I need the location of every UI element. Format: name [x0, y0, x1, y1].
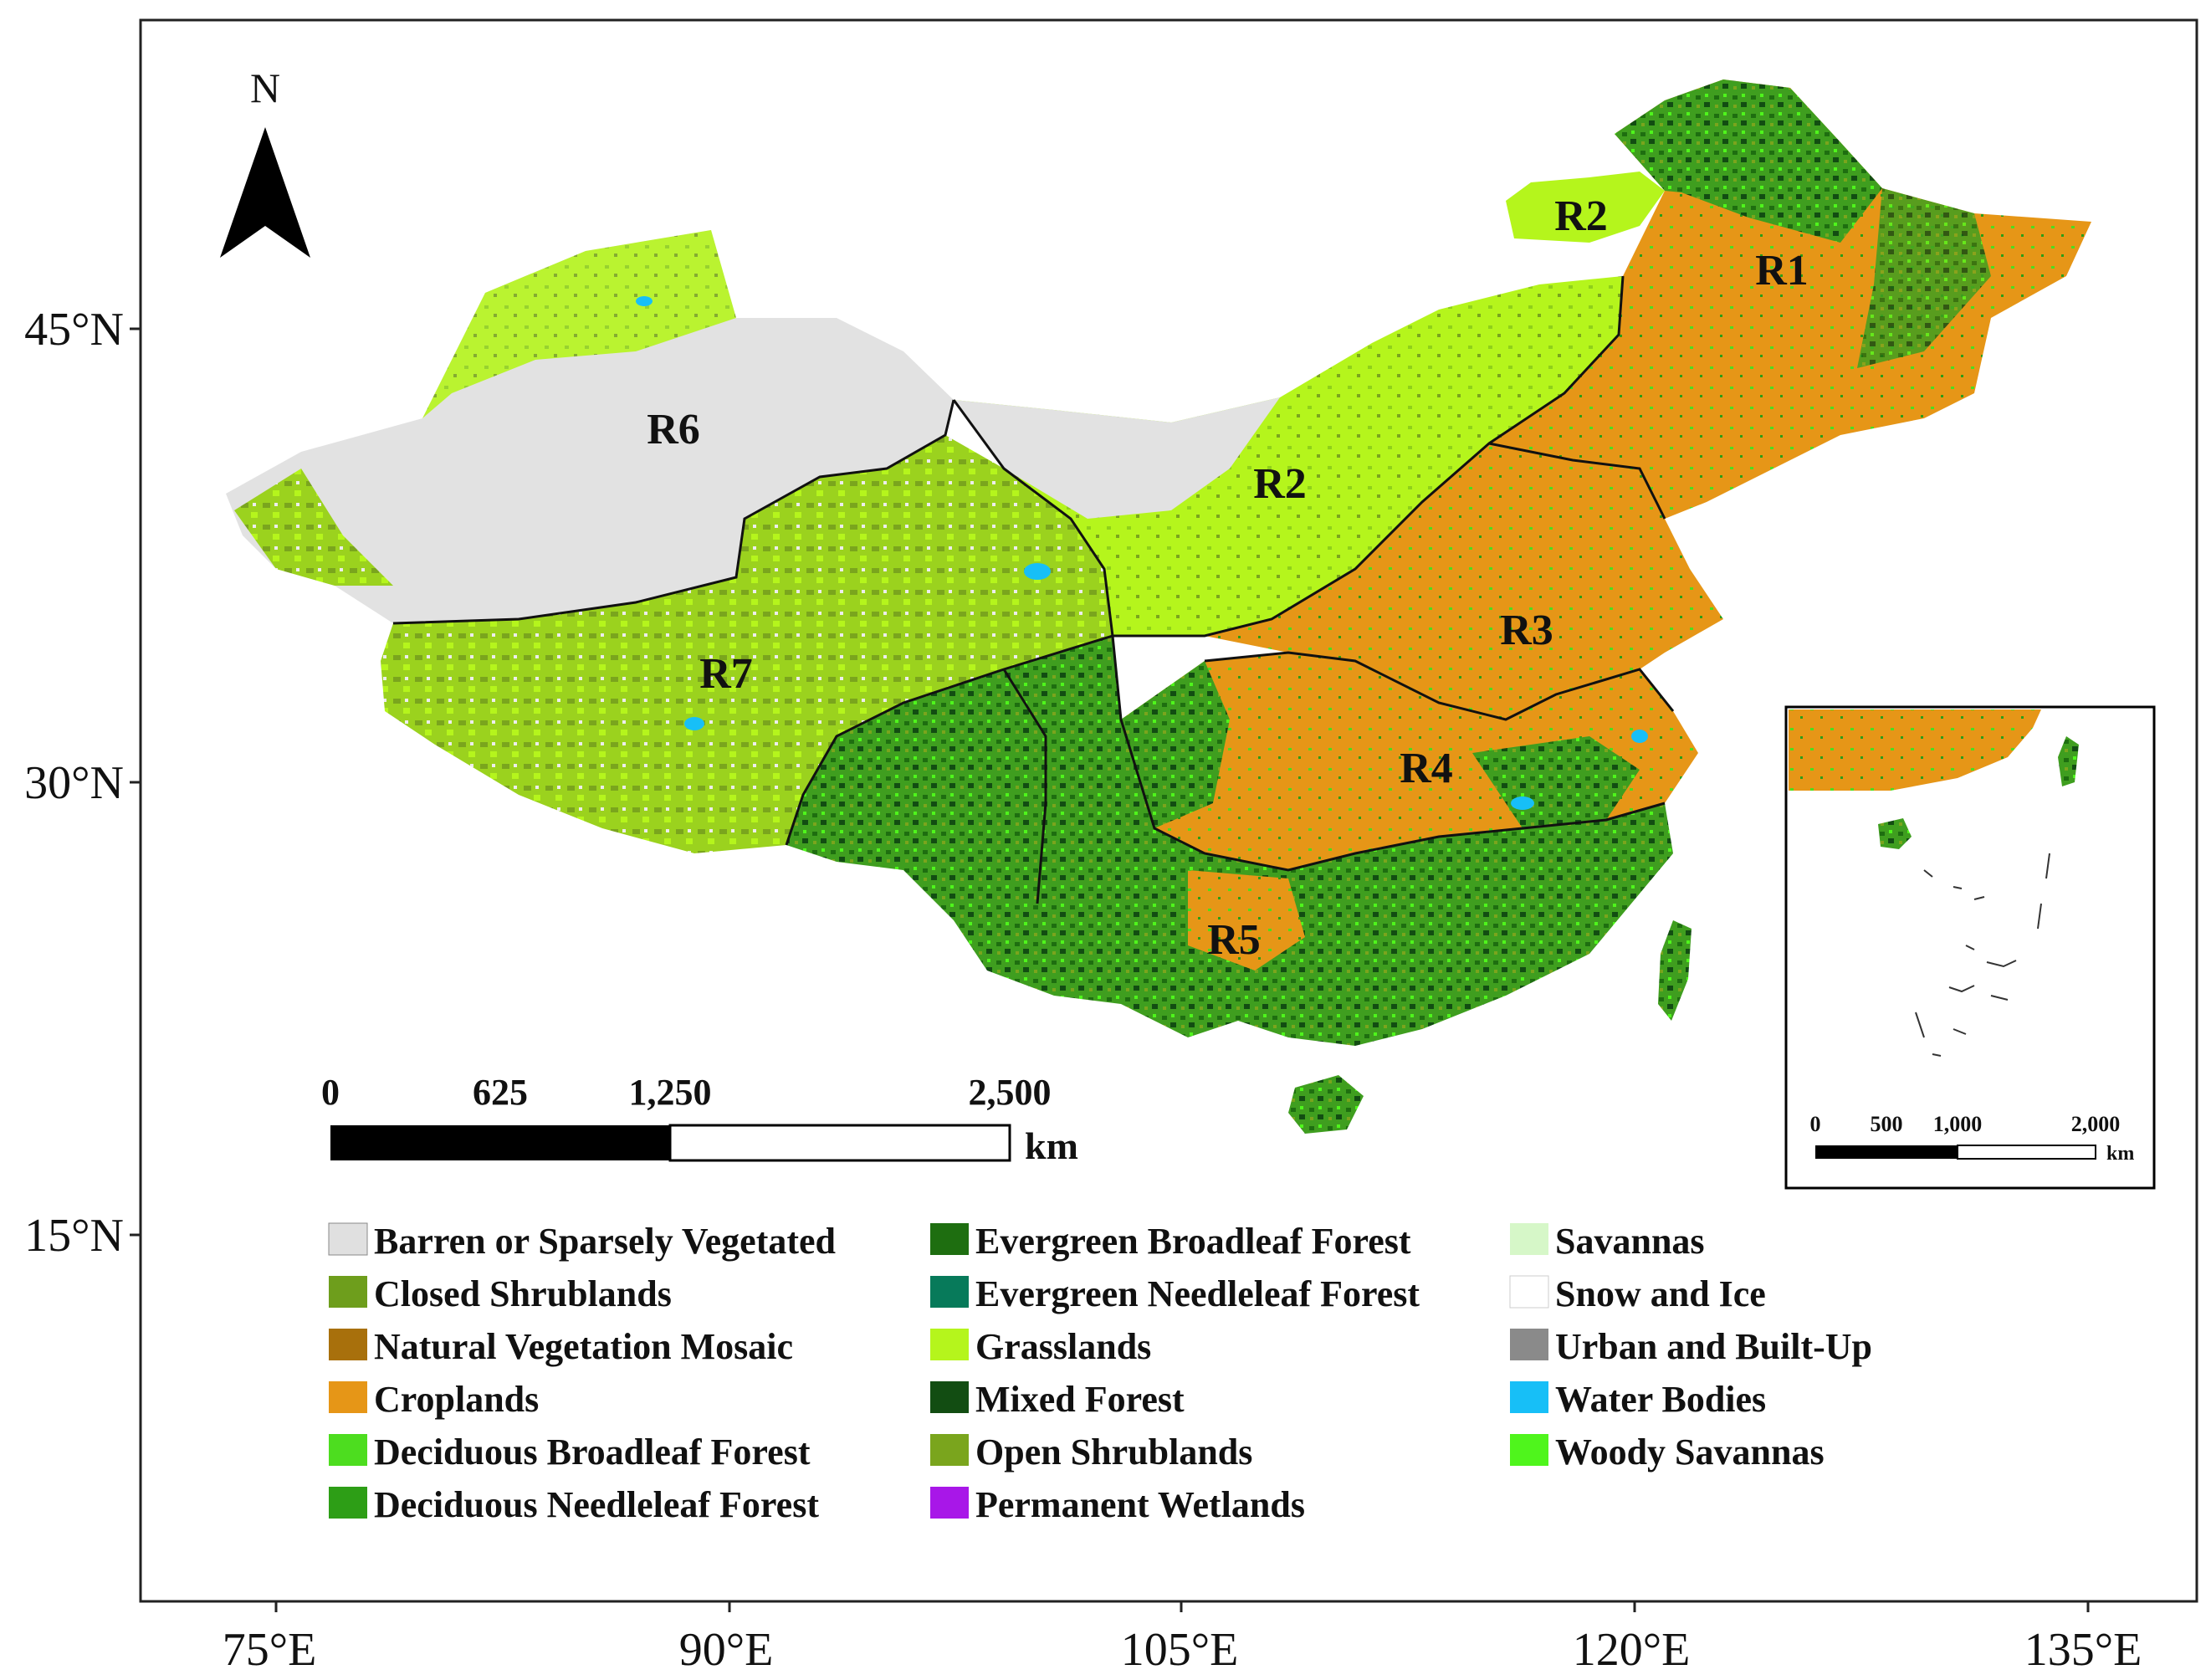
- region-boundaries: [392, 275, 1675, 904]
- legend-swatch-savannas: [1510, 1223, 1548, 1255]
- tick-marks: [130, 327, 2090, 1612]
- legend-label-evergreen-needleleaf: Evergreen Needleleaf Forest: [975, 1273, 1420, 1314]
- r6-vegetation-south: [234, 469, 393, 586]
- region-r2-north-patch: [1506, 172, 1665, 243]
- inset-scale-black: [1815, 1145, 1958, 1159]
- legend-label-snow-ice: Snow and Ice: [1555, 1273, 1766, 1314]
- lon-label-120: 120°E: [1573, 1624, 1691, 1676]
- legend-label-permanent-wetlands: Permanent Wetlands: [975, 1484, 1305, 1525]
- inset-scale-unit: km: [2106, 1143, 2134, 1165]
- legend-label-natural-mosaic: Natural Vegetation Mosaic: [374, 1326, 793, 1367]
- north-arrow-icon: [220, 127, 310, 258]
- region-label-r7: R7: [699, 650, 753, 698]
- r1-forest-area: [1615, 79, 1882, 243]
- scale-bar-white: [668, 1124, 1011, 1162]
- region-r5-area: [786, 636, 1673, 1046]
- legend-swatch-deciduous-needleleaf: [329, 1487, 367, 1519]
- taiwan-island: [1658, 920, 1692, 1021]
- scale-bar: 0 625 1,250 2,500 km: [321, 1072, 1078, 1167]
- inset-map: 0 500 1,000 2,000 km: [1784, 705, 2156, 1190]
- legend-swatch-croplands: [329, 1381, 367, 1413]
- legend-swatch-natural-mosaic: [329, 1329, 367, 1360]
- legend-swatch-closed-shrublands: [329, 1276, 367, 1308]
- legend-label-open-shrublands: Open Shrublands: [975, 1432, 1252, 1473]
- inset-scale-tick-1000: 1,000: [1933, 1112, 1983, 1136]
- scale-tick-0: 0: [321, 1072, 340, 1113]
- water-bodies: [636, 296, 1648, 810]
- region-label-r6: R6: [647, 406, 700, 453]
- north-arrow-label: N: [250, 64, 280, 111]
- inset-coast: [1789, 709, 2041, 791]
- inset-scale-white: [1957, 1145, 2096, 1160]
- legend: Barren or Sparsely Vegetated Closed Shru…: [328, 1221, 1872, 1525]
- lon-label-90: 90°E: [679, 1624, 774, 1676]
- lat-label-30: 30°N: [24, 757, 124, 809]
- region-r7-area: [381, 435, 1113, 853]
- north-arrow: N: [220, 64, 310, 258]
- scale-bar-black: [330, 1125, 670, 1160]
- legend-swatch-water: [1510, 1381, 1548, 1413]
- region-r2-area: [954, 276, 1623, 636]
- region-label-r2-north: R2: [1554, 192, 1608, 240]
- r5-cropland-patch: [1188, 870, 1305, 971]
- lon-label-105: 105°E: [1121, 1624, 1239, 1676]
- legend-swatch-barren: [328, 1222, 368, 1256]
- legend-label-mixed-forest: Mixed Forest: [975, 1379, 1185, 1420]
- legend-swatch-evergreen-needleleaf: [930, 1276, 969, 1308]
- region-label-r5: R5: [1207, 916, 1261, 964]
- region-label-r4: R4: [1400, 745, 1453, 792]
- legend-swatch-open-shrublands: [930, 1434, 969, 1466]
- legend-swatch-deciduous-broadleaf: [329, 1434, 367, 1466]
- lon-label-75: 75°E: [223, 1624, 317, 1676]
- legend-swatch-permanent-wetlands: [930, 1487, 969, 1519]
- region-r1-area: [1489, 79, 2091, 519]
- inset-taiwan: [2058, 736, 2079, 786]
- region-label-r2: R2: [1253, 460, 1307, 508]
- map-frame: [139, 18, 2198, 1603]
- region-label-r3: R3: [1500, 607, 1553, 654]
- hainan-island: [1288, 1075, 1364, 1134]
- region-r3-area: [1205, 443, 1723, 720]
- legend-swatch-woody-savannas: [1510, 1434, 1548, 1466]
- legend-swatch-grasslands: [930, 1329, 969, 1360]
- legend-swatch-snow-ice: [1509, 1275, 1549, 1309]
- legend-label-water: Water Bodies: [1555, 1379, 1766, 1420]
- inset-scale-tick-2000: 2,000: [2071, 1112, 2121, 1136]
- scale-tick-625: 625: [473, 1072, 528, 1113]
- region-label-r1: R1: [1755, 247, 1809, 295]
- legend-label-urban: Urban and Built-Up: [1555, 1326, 1872, 1367]
- r4-forest-patches: [1121, 661, 1640, 828]
- legend-label-woody-savannas: Woody Savannas: [1555, 1432, 1825, 1473]
- scale-tick-1250: 1,250: [629, 1072, 712, 1113]
- scale-tick-2500: 2,500: [969, 1072, 1052, 1113]
- inset-scale-tick-0: 0: [1810, 1112, 1821, 1136]
- scale-unit: km: [1025, 1124, 1078, 1167]
- legend-swatch-mixed-forest: [930, 1381, 969, 1413]
- legend-label-closed-shrublands: Closed Shrublands: [374, 1273, 672, 1314]
- legend-label-deciduous-needleleaf: Deciduous Needleleaf Forest: [374, 1484, 819, 1525]
- legend-label-savannas: Savannas: [1555, 1221, 1705, 1262]
- r6-vegetation-north: [422, 230, 736, 418]
- legend-label-evergreen-broadleaf: Evergreen Broadleaf Forest: [975, 1221, 1411, 1262]
- legend-label-croplands: Croplands: [374, 1379, 539, 1420]
- lat-label-15: 15°N: [24, 1210, 124, 1262]
- legend-label-grasslands: Grasslands: [975, 1326, 1151, 1367]
- r2-barren-area: [954, 397, 1280, 519]
- legend-label-deciduous-broadleaf: Deciduous Broadleaf Forest: [374, 1432, 811, 1473]
- lat-label-45: 45°N: [24, 304, 124, 356]
- r1-forest-east: [1857, 188, 1991, 368]
- inset-scale-tick-500: 500: [1871, 1112, 1903, 1136]
- legend-swatch-urban: [1510, 1329, 1548, 1360]
- region-r6-area: [226, 230, 954, 623]
- inset-hainan: [1878, 818, 1912, 849]
- lon-label-135: 135°E: [2024, 1624, 2142, 1676]
- legend-label-barren: Barren or Sparsely Vegetated: [374, 1221, 836, 1262]
- legend-swatch-evergreen-broadleaf: [930, 1223, 969, 1255]
- inset-islands: [1915, 853, 2050, 1057]
